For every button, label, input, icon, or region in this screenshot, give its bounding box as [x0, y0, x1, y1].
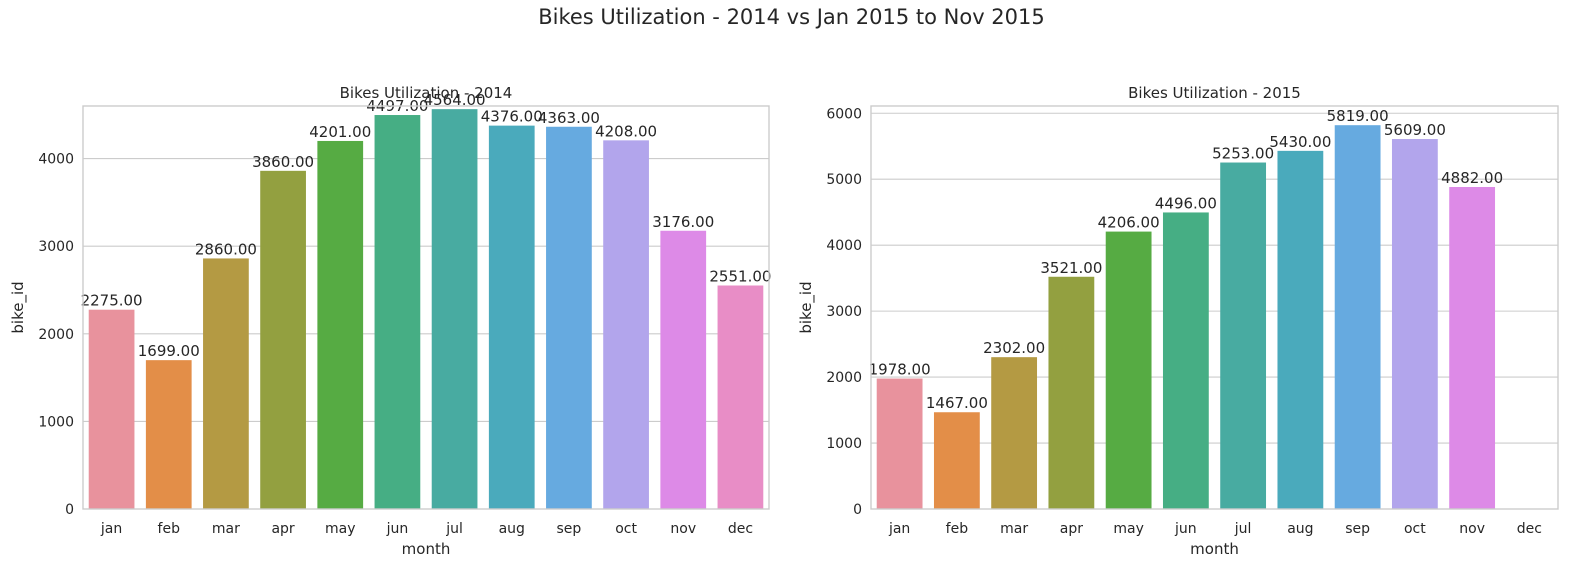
chart1-xtick-label: apr: [271, 521, 294, 537]
chart2-xtick-label: sep: [1345, 521, 1370, 537]
chart1-xtick-label: oct: [615, 521, 637, 537]
chart2-xtick-label: may: [1113, 521, 1144, 537]
chart1-data-label: 4564.00: [424, 91, 486, 109]
chart1-data-label: 3176.00: [652, 213, 714, 231]
chart2-bar-jun: [1162, 212, 1209, 509]
chart2-ytick-label: 5000: [826, 172, 862, 188]
chart2-xtick-label: jan: [888, 521, 910, 537]
chart2-data-label: 5819.00: [1327, 107, 1389, 125]
chart1-title: Bikes Utilization - 2014: [340, 84, 513, 102]
chart1-xtick-label: dec: [728, 521, 753, 537]
chart1-xtick-label: jan: [100, 521, 122, 537]
chart1-bar-jul: [431, 109, 478, 509]
chart2-bar-may: [1105, 231, 1152, 509]
chart1-data-label: 4376.00: [481, 108, 543, 126]
chart2-data-label: 1467.00: [926, 394, 988, 412]
chart1-xtick-label: nov: [670, 521, 696, 537]
chart1-data-label: 2551.00: [709, 268, 771, 286]
chart1-bar-jan: [88, 309, 135, 509]
chart1-data-label: 2275.00: [81, 292, 143, 310]
chart2-xlabel: month: [1190, 540, 1239, 558]
chart2-bar-feb: [933, 412, 980, 509]
chart2-data-label: 5609.00: [1384, 121, 1446, 139]
chart2-xtick-label: feb: [946, 521, 969, 537]
chart1-bar-mar: [203, 258, 249, 509]
chart2-xtick-label: oct: [1404, 521, 1426, 537]
chart2-ytick-label: 3000: [826, 304, 862, 320]
chart1-bar-aug: [488, 125, 535, 509]
chart2-ytick-label: 1000: [826, 436, 862, 452]
chart2-ytick-label: 2000: [826, 370, 862, 386]
chart1-xlabel: month: [402, 540, 451, 558]
chart2-bar-oct: [1391, 139, 1438, 509]
chart1-xtick-label: sep: [557, 521, 582, 537]
chart2-data-label: 5430.00: [1269, 133, 1331, 151]
chart1-ytick-label: 3000: [38, 239, 74, 255]
chart1-data-label: 2860.00: [195, 240, 257, 258]
chart1-bar-apr: [260, 170, 306, 509]
chart2-bar-apr: [1048, 276, 1095, 509]
chart1-data-label: 1699.00: [138, 342, 200, 360]
chart1-data-label: 3860.00: [252, 153, 314, 171]
chart1-bar-jun: [374, 115, 421, 510]
chart2-data-label: 2302.00: [983, 339, 1045, 357]
chart2-data-label: 5253.00: [1212, 145, 1274, 163]
chart1-ytick-label: 2000: [38, 327, 74, 343]
chart2-data-label: 4206.00: [1098, 214, 1160, 232]
chart2-xtick-label: mar: [1000, 521, 1028, 537]
chart1-data-label: 4208.00: [595, 122, 657, 140]
chart2-xtick-label: apr: [1060, 521, 1083, 537]
chart1-xtick-label: mar: [212, 521, 240, 537]
chart2-ytick-label: 0: [853, 502, 862, 518]
chart2-ytick-label: 4000: [826, 238, 862, 254]
chart2-data-label: 3521.00: [1040, 259, 1102, 277]
chart1-xtick-label: feb: [158, 521, 181, 537]
chart1-bar-sep: [546, 126, 592, 510]
chart2-xtick-label: nov: [1459, 521, 1485, 537]
chart1-bar-feb: [145, 360, 192, 509]
chart2-data-label: 4496.00: [1155, 194, 1217, 212]
chart2-bar-aug: [1277, 150, 1324, 509]
chart1-ytick-label: 0: [65, 502, 74, 518]
chart2-bar-mar: [991, 357, 1038, 509]
figure-title: Bikes Utilization - 2014 vs Jan 2015 to …: [538, 5, 1045, 29]
chart2-data-label: 4882.00: [1441, 169, 1503, 187]
chart2-xtick-label: jun: [1174, 521, 1197, 537]
chart2-frame: [870, 105, 1559, 510]
chart2-ylabel: bike_id: [797, 281, 816, 333]
chart1-bar-nov: [660, 230, 707, 510]
chart2-xtick-label: dec: [1517, 521, 1542, 537]
chart1-ylabel: bike_id: [9, 281, 28, 333]
chart2-bar-jan: [876, 378, 923, 509]
chart1-data-label: 4201.00: [309, 123, 371, 141]
chart2-title: Bikes Utilization - 2015: [1128, 84, 1301, 102]
chart1-bar-may: [317, 140, 364, 509]
chart2-xtick-label: jul: [1234, 521, 1252, 537]
chart1-bar-dec: [717, 285, 764, 509]
chart2-ytick-label: 6000: [826, 106, 862, 122]
chart1-ytick-label: 4000: [38, 152, 74, 168]
chart2-data-label: 1978.00: [869, 361, 931, 379]
chart1-xtick-label: aug: [499, 521, 525, 537]
chart1-xtick-label: jul: [445, 521, 463, 537]
chart1-frame: [82, 105, 770, 510]
chart1-ytick-label: 1000: [38, 414, 74, 430]
chart2-bar-jul: [1220, 162, 1267, 510]
chart1-data-label: 4363.00: [538, 109, 600, 127]
chart2-bar-sep: [1334, 125, 1381, 510]
chart1-bar-oct: [603, 140, 649, 510]
chart2-xtick-label: aug: [1287, 521, 1313, 537]
chart1-xtick-label: may: [325, 521, 356, 537]
chart2-bar-nov: [1449, 186, 1496, 510]
chart1-xtick-label: jun: [386, 521, 409, 537]
